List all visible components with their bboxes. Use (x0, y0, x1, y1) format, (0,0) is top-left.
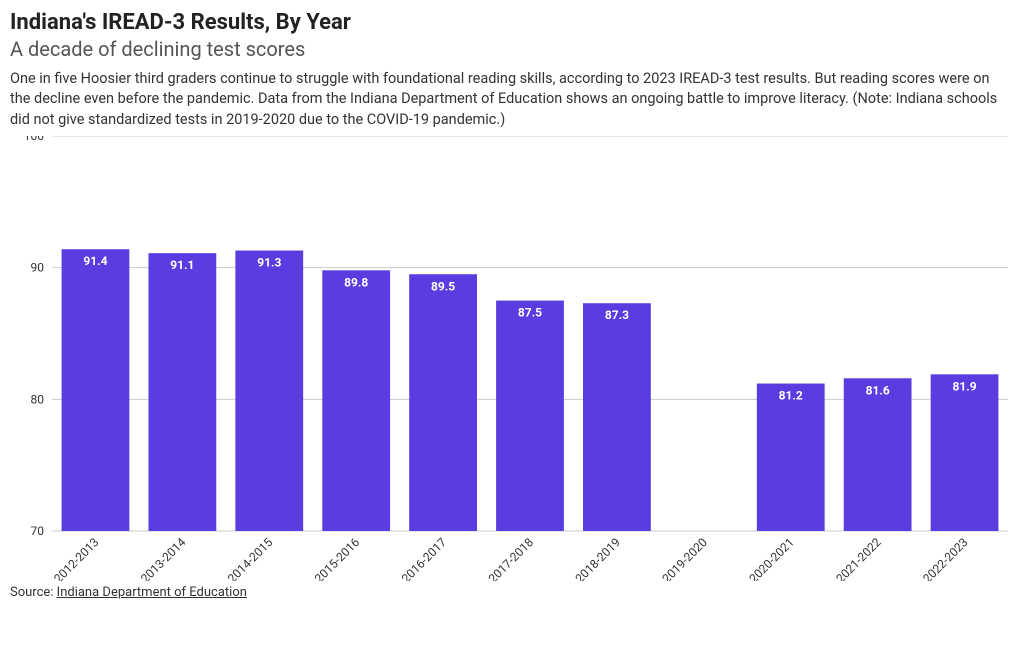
x-axis-label: 2021-2022 (833, 535, 884, 581)
chart-title: Indiana's IREAD-3 Results, By Year (10, 10, 1010, 35)
y-axis-label: 80 (31, 392, 45, 406)
x-axis-label: 2016-2017 (399, 535, 450, 581)
bar (235, 250, 303, 530)
bar-value-label: 87.3 (605, 308, 629, 322)
bar (931, 374, 999, 531)
x-axis-label: 2014-2015 (225, 535, 276, 581)
bar-value-label: 91.1 (170, 258, 194, 272)
x-axis-label: 2013-2014 (138, 535, 189, 581)
bar-value-label: 81.2 (779, 388, 803, 402)
x-axis-label: 2019-2020 (660, 535, 711, 581)
bar (844, 378, 912, 531)
bar-value-label: 81.9 (952, 379, 976, 393)
bar (148, 253, 216, 531)
bar (757, 383, 825, 530)
bar-value-label: 91.3 (257, 255, 281, 269)
bar-value-label: 89.8 (344, 275, 368, 289)
source-link[interactable]: Indiana Department of Education (57, 585, 247, 600)
x-axis-label: 2020-2021 (746, 535, 796, 581)
chart-source: Source: Indiana Department of Education (10, 585, 1010, 600)
bar-value-label: 89.5 (431, 279, 455, 293)
chart-container: 70 80 90 100 91.4 2012-2013 91.1 2013-2014 91.3 2… (10, 136, 1008, 581)
y-axis-label: 100 (24, 136, 44, 143)
x-axis-label: 2012-2013 (51, 535, 101, 581)
chart-description: One in five Hoosier third graders contin… (10, 69, 1005, 130)
x-axis-label: 2018-2019 (573, 535, 623, 581)
bar (322, 270, 390, 531)
bar-chart: 70 80 90 100 91.4 2012-2013 91.1 2013-2014 91.3 2… (10, 136, 1008, 581)
source-prefix: Source: (10, 585, 57, 600)
y-axis-label: 70 (31, 524, 45, 538)
bar-value-label: 81.6 (866, 383, 890, 397)
bar (409, 274, 477, 531)
bar-value-label: 87.5 (518, 305, 542, 319)
chart-subtitle: A decade of declining test scores (10, 37, 1010, 61)
bar (62, 249, 130, 531)
x-axis-label: 2017-2018 (486, 535, 537, 581)
x-axis-label: 2022-2023 (920, 535, 970, 581)
bar-value-label: 91.4 (83, 254, 107, 268)
bar (583, 303, 651, 531)
y-axis-label: 90 (31, 261, 45, 275)
bar (496, 300, 564, 530)
x-axis-label: 2015-2016 (312, 535, 363, 581)
